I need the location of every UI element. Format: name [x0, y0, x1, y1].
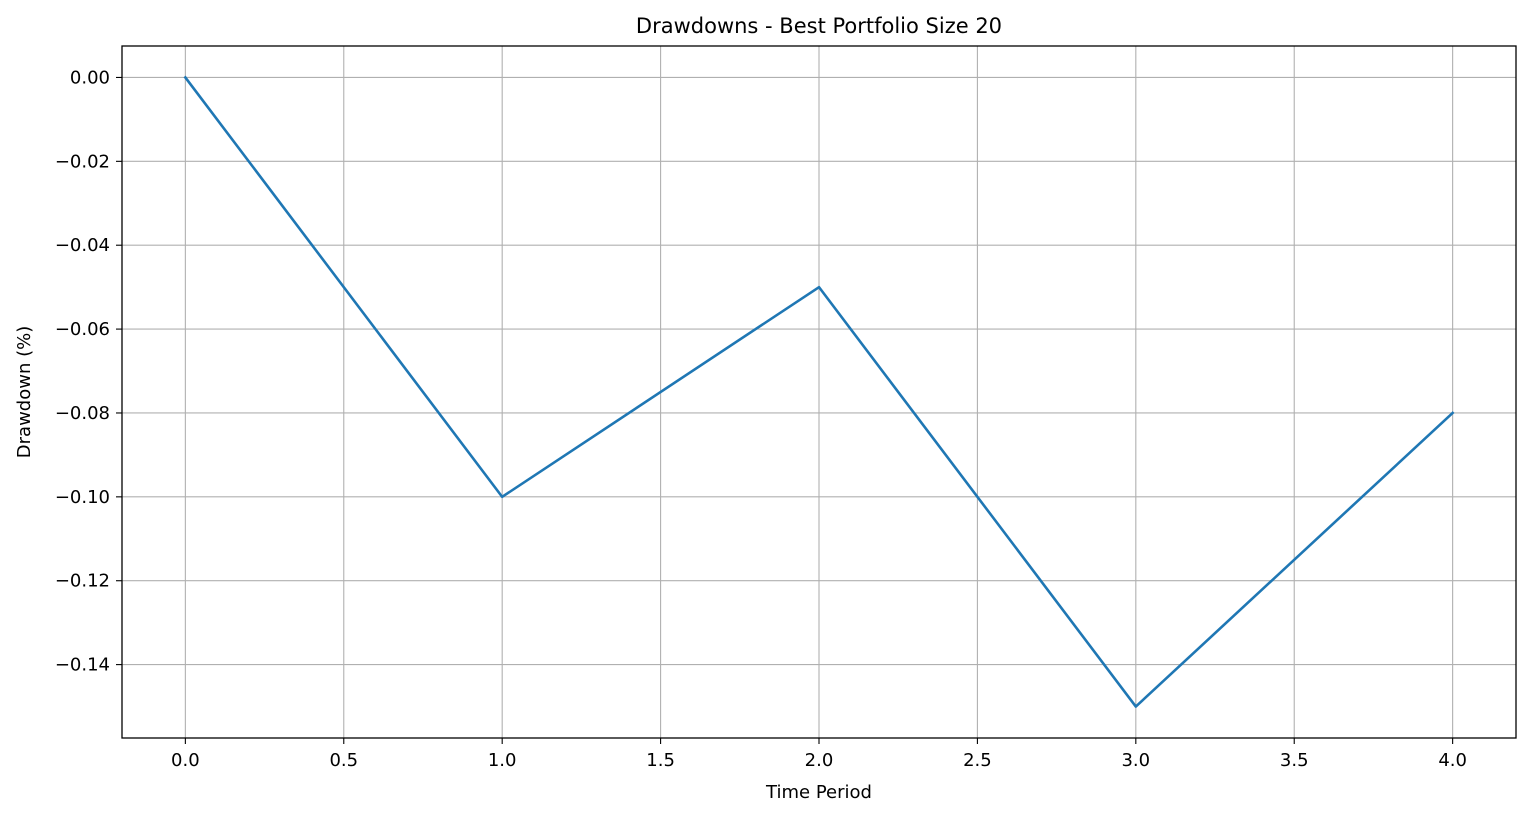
y-axis-label: Drawdown (%) — [14, 326, 35, 458]
x-axis-label: Time Period — [765, 782, 872, 803]
y-tick-label: −0.14 — [55, 655, 110, 676]
x-axis-ticks: 0.0 0.5 1.0 1.5 2.0 2.5 3.0 3.5 4.0 — [171, 738, 1467, 771]
x-tick-label: 1.0 — [488, 750, 517, 771]
chart-title: Drawdowns - Best Portfolio Size 20 — [636, 14, 1002, 38]
y-tick-label: −0.12 — [55, 571, 110, 592]
y-tick-label: −0.04 — [55, 235, 110, 256]
x-tick-label: 0.5 — [329, 750, 358, 771]
grid — [122, 46, 1516, 738]
y-tick-label: −0.02 — [55, 151, 110, 172]
x-tick-label: 4.0 — [1438, 750, 1467, 771]
x-tick-label: 2.5 — [963, 750, 992, 771]
x-tick-label: 0.0 — [171, 750, 200, 771]
x-tick-label: 3.0 — [1121, 750, 1150, 771]
x-tick-label: 3.5 — [1280, 750, 1309, 771]
series-layer — [183, 75, 1455, 708]
y-tick-label: −0.08 — [55, 403, 110, 424]
y-tick-label: −0.06 — [55, 319, 110, 340]
x-tick-label: 2.0 — [805, 750, 834, 771]
y-axis-ticks: 0.00 −0.02 −0.04 −0.06 −0.08 −0.10 −0.12 −0.14 — [55, 67, 122, 676]
x-tick-label: 1.5 — [646, 750, 675, 771]
y-tick-label: 0.00 — [70, 67, 110, 88]
y-tick-label: −0.10 — [55, 487, 110, 508]
